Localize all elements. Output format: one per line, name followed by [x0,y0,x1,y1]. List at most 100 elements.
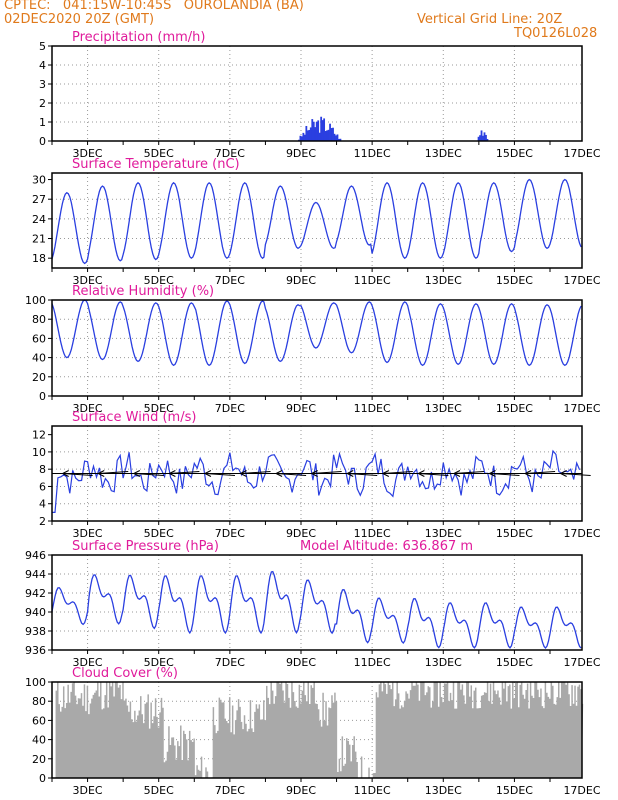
x-tick-label: 17DEC [563,656,600,669]
y-tick-label: 60 [32,332,46,345]
y-tick-label: 938 [25,625,46,638]
precip-bar [327,129,330,141]
precip-bar [318,132,321,141]
y-tick-label: 6 [39,480,46,493]
precip-bar [302,132,305,141]
header-location: CPTEC: 041:15W-10:45S OUROLANDIA (BA) [4,0,304,13]
panel-title-surface-wind: Surface Wind (m/s) [72,410,196,425]
x-tick-label: 11DEC [354,656,391,669]
y-tick-label: 18 [32,252,46,265]
x-tick-label: 15DEC [496,274,533,287]
precip-bar [479,135,481,141]
precip-bar [309,127,312,141]
precip-bar [321,120,324,141]
precip-bar [306,130,309,141]
x-tick-label: 17DEC [563,784,600,797]
surface-wind-line [52,449,581,513]
model-altitude-annotation: Model Altitude: 636.867 m [300,539,473,554]
y-tick-label: 12 [32,429,46,442]
surface-pressure-line [51,570,582,649]
x-tick-label: 3DEC [73,274,103,287]
precip-bar [485,134,487,141]
panel-title-surface-temperature: Surface Temperature (nC) [72,157,240,172]
y-tick-label: 30 [32,174,46,187]
x-tick-label: 9DEC [286,147,316,160]
precip-bar [333,133,336,141]
x-tick-label: 15DEC [496,402,533,415]
y-tick-label: 5 [39,40,46,53]
panel-frame [51,425,583,522]
panel-title-relative-humidity: Relative Humidity (%) [72,284,214,299]
x-tick-label: 5DEC [144,527,174,540]
panel-frame [51,681,583,779]
x-tick-label: 17DEC [563,527,600,540]
y-tick-label: 0 [39,135,46,148]
x-tick-label: 7DEC [215,274,245,287]
x-tick-label: 13DEC [425,147,462,160]
precip-bar [335,135,337,141]
header-grid-line: Vertical Grid Line: 20Z [417,12,563,27]
x-tick-label: 17DEC [563,402,600,415]
y-tick-label: 946 [25,549,46,562]
precip-bar [329,123,331,141]
panel-frame [51,172,583,269]
x-tick-label: 11DEC [354,527,391,540]
y-tick-label: 10 [32,446,46,459]
panel-frame [51,45,583,142]
x-tick-label: 13DEC [425,527,462,540]
precip-bar [300,136,303,141]
y-tick-label: 24 [32,213,46,226]
precip-bar [305,125,308,141]
y-tick-label: 3 [39,78,46,91]
y-tick-label: 8 [39,463,46,476]
precip-bar [336,134,339,141]
x-tick-label: 15DEC [496,527,533,540]
x-tick-label: 5DEC [144,784,174,797]
x-tick-label: 13DEC [425,274,462,287]
x-tick-label: 9DEC [286,527,316,540]
y-tick-label: 40 [32,352,46,365]
y-tick-label: 21 [32,233,46,246]
x-tick-label: 3DEC [73,147,103,160]
precip-bar [312,121,315,141]
x-tick-label: 5DEC [144,147,174,160]
y-tick-label: 940 [25,606,46,619]
y-tick-label: 27 [32,193,46,206]
precip-bar [308,129,311,141]
precip-bar [317,120,320,141]
y-tick-label: 4 [39,498,46,511]
y-tick-label: 80 [32,313,46,326]
x-tick-label: 7DEC [215,402,245,415]
y-tick-label: 942 [25,587,46,600]
y-tick-label: 0 [39,772,46,785]
y-tick-label: 20 [32,753,46,766]
precip-bar [311,119,314,141]
precip-bar [299,135,302,141]
precip-bar [314,127,317,141]
x-tick-label: 17DEC [563,274,600,287]
x-tick-label: 15DEC [496,147,533,160]
x-tick-label: 7DEC [215,784,245,797]
precip-bar [303,134,306,141]
y-tick-label: 4 [39,59,46,72]
precip-bar [326,130,328,141]
precip-bar [330,128,333,141]
y-tick-label: 80 [32,695,46,708]
y-tick-label: 0 [39,390,46,403]
x-tick-label: 11DEC [354,274,391,287]
precip-bar [332,127,334,141]
precip-bar [483,132,486,141]
panel-frame [51,299,583,397]
x-tick-label: 3DEC [73,527,103,540]
x-tick-label: 3DEC [73,656,103,669]
y-tick-label: 2 [39,515,46,528]
x-tick-label: 15DEC [496,784,533,797]
precip-bar [323,118,326,141]
x-tick-label: 11DEC [354,784,391,797]
cloud-cover-area [55,682,584,778]
x-tick-label: 11DEC [354,147,391,160]
panel-title-surface-pressure: Surface Pressure (hPa) [72,539,219,554]
x-tick-label: 9DEC [286,656,316,669]
header-code: TQ0126L028 [514,26,598,41]
